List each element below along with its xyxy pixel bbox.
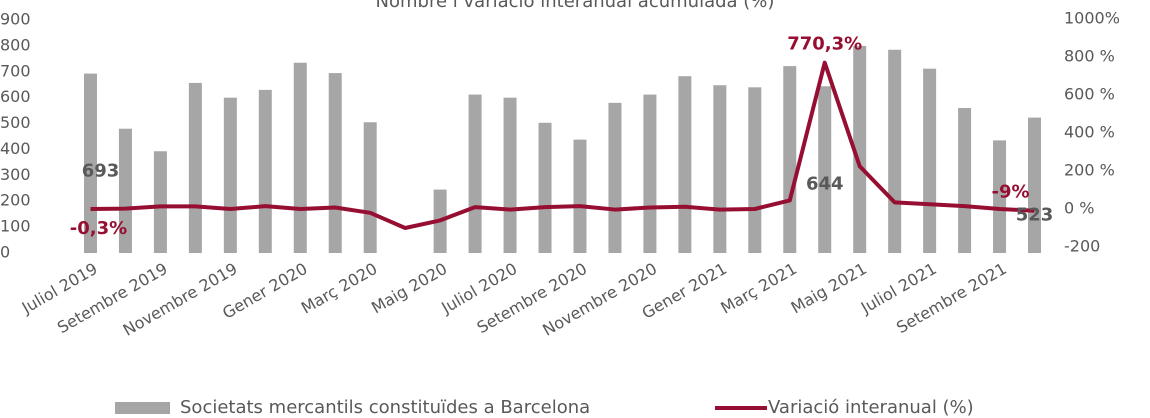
- x-tick-label: Maig 2021: [788, 259, 870, 317]
- line-value-label: -9%: [992, 182, 1030, 203]
- x-tick-label: Novembre 2019: [120, 259, 241, 340]
- bar: [573, 139, 587, 253]
- bar: [853, 45, 867, 254]
- bar: [958, 108, 972, 254]
- y2-tick-label: 200 %: [1064, 161, 1115, 180]
- y-tick-label: 600: [0, 87, 31, 106]
- y2-tick-label: 600 %: [1064, 85, 1115, 104]
- line-value-label: -0,3%: [70, 218, 127, 239]
- y-tick-label: 800: [0, 35, 31, 54]
- bar: [643, 94, 657, 253]
- bar-value-label: 644: [806, 173, 844, 194]
- legend-label: Variació interanual (%): [768, 397, 974, 418]
- x-tick-label: Novembre 2020: [539, 259, 660, 340]
- y2-tick-label: 800 %: [1064, 47, 1115, 66]
- bar: [923, 68, 937, 253]
- bar: [608, 102, 622, 253]
- x-tick-label: Març 2021: [717, 259, 800, 318]
- bar: [153, 151, 167, 253]
- y-tick-label: 0: [0, 243, 10, 262]
- bar-value-label: 523: [1016, 205, 1054, 226]
- bar: [468, 94, 482, 253]
- bar: [713, 85, 727, 254]
- bar: [503, 97, 517, 254]
- bar-value-label: 693: [82, 161, 120, 182]
- bar: [118, 128, 132, 253]
- bar: [1028, 117, 1042, 254]
- bar: [888, 49, 902, 254]
- bar: [328, 73, 342, 253]
- x-tick-label: Març 2020: [298, 259, 381, 318]
- y2-tick-label: -200: [1064, 237, 1100, 256]
- line: [90, 60, 1035, 230]
- bar: [538, 122, 552, 253]
- bar: [293, 62, 307, 253]
- bar: [993, 140, 1007, 253]
- y2-tick-label: 1000%: [1064, 9, 1120, 28]
- bar: [783, 66, 797, 254]
- y-tick-label: 400: [0, 139, 31, 158]
- y-tick-label: 700: [0, 61, 31, 80]
- x-tick-label: Maig 2020: [368, 259, 450, 317]
- y-tick-label: 500: [0, 113, 31, 132]
- y-tick-label: 900: [0, 10, 31, 29]
- legend-swatch: [115, 402, 170, 414]
- y2-tick-label: 400 %: [1064, 123, 1115, 142]
- bar: [818, 86, 832, 253]
- bar: [748, 87, 762, 253]
- bar: [223, 97, 237, 254]
- bar: [678, 76, 692, 253]
- y-tick-label: 100: [0, 217, 31, 236]
- bar: [188, 82, 202, 253]
- y-tick-label: 300: [0, 165, 31, 184]
- chart-title: Nombre i variació interanual acumulada (…: [376, 0, 775, 12]
- y-tick-label: 200: [0, 191, 31, 210]
- line-value-label: 770,3%: [787, 34, 862, 55]
- bar: [258, 89, 272, 254]
- y2-tick-label: 0 %: [1064, 199, 1094, 218]
- legend-label: Societats mercantils constituïdes a Barc…: [180, 397, 590, 418]
- bar: [363, 122, 377, 253]
